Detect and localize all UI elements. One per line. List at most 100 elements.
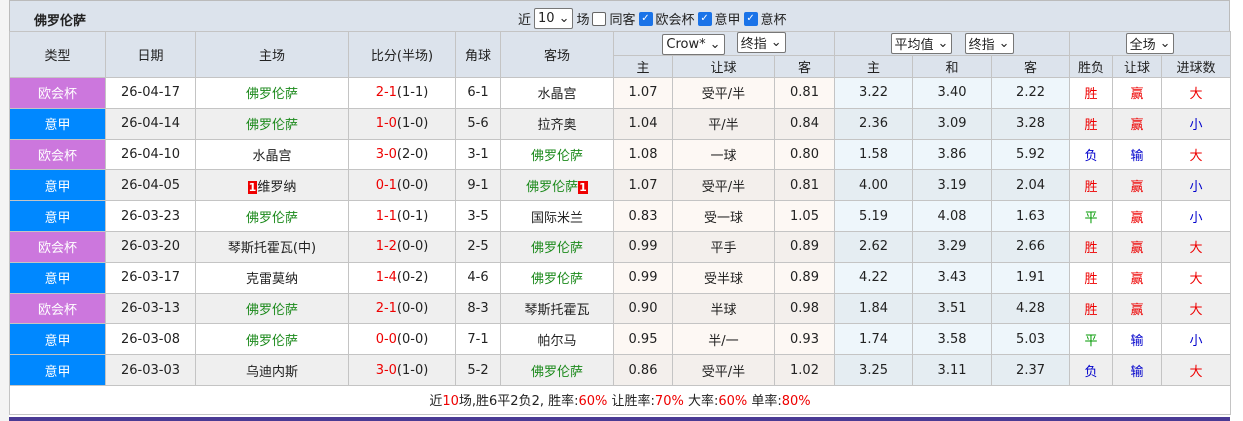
- euro-home-odds: 1.58: [834, 138, 914, 171]
- away-team[interactable]: 佛罗伦萨: [500, 138, 614, 171]
- full-time-score: 1-0: [375, 116, 397, 132]
- away-team[interactable]: 拉齐奥: [500, 107, 614, 140]
- match-row: 欧会杯 26-04-10 水晶宫 3-0(2-0) 3-1 佛罗伦萨 1.08 一球 0.80 1…: [9, 138, 1232, 171]
- euro-draw-odds: 3.51: [912, 292, 993, 325]
- away-team[interactable]: 佛罗伦萨1: [500, 169, 614, 202]
- match-type[interactable]: 意甲: [9, 323, 106, 356]
- euro-type-select[interactable]: 终指 ⌄: [964, 33, 1014, 54]
- match-type[interactable]: 欧会杯: [9, 77, 106, 109]
- recent-label: 近: [518, 13, 532, 28]
- filters: 近 10 ⌄ 场 同客 ✓ 欧会杯 ✓ 意甲 ✓ 意杯: [518, 8, 787, 29]
- handicap-line: 平/半: [672, 107, 775, 140]
- match-row: 意甲 26-03-08 佛罗伦萨 0-0(0-0) 7-1 帕尔马 0.95 半/一 0.93 1…: [9, 323, 1232, 356]
- average-select[interactable]: 平均值 ⌄: [890, 33, 953, 54]
- home-team[interactable]: 佛罗伦萨: [195, 77, 349, 109]
- handicap-result: 输: [1112, 354, 1163, 386]
- summary-part: 单率:: [747, 394, 782, 410]
- handicap-home-odds: 0.99: [613, 230, 673, 263]
- euro-away-odds: 2.04: [991, 169, 1071, 202]
- same-away-checkbox[interactable]: [592, 11, 607, 26]
- handicap-home-odds: 0.90: [613, 292, 673, 325]
- handicap-home-odds: 0.83: [613, 200, 673, 232]
- score[interactable]: 0-0(0-0): [348, 323, 456, 356]
- league-checkbox-europa-conference[interactable]: ✓: [638, 11, 653, 26]
- home-team[interactable]: 佛罗伦萨: [195, 200, 349, 232]
- league-checkbox-coppa-italia[interactable]: ✓: [743, 11, 758, 26]
- over-under-result: 大: [1161, 138, 1232, 171]
- handicap-home-odds: 1.08: [613, 138, 673, 171]
- away-team[interactable]: 帕尔马: [500, 323, 614, 356]
- score[interactable]: 0-1(0-0): [348, 169, 456, 202]
- match-row: 欧会杯 26-03-20 琴斯托霍瓦(中) 1-2(0-0) 2-5 佛罗伦萨 0.99 平手…: [9, 230, 1232, 263]
- home-team-name: 琴斯托霍瓦(中): [227, 241, 317, 257]
- score[interactable]: 3-0(2-0): [348, 138, 456, 171]
- match-row: 意甲 26-03-17 克雷莫纳 1-4(0-2) 4-6 佛罗伦萨 0.99 受半球 0.89…: [9, 261, 1232, 294]
- away-team-name: 佛罗伦萨: [530, 148, 583, 164]
- match-date: 26-04-10: [105, 138, 196, 171]
- score[interactable]: 1-4(0-2): [348, 261, 456, 294]
- away-team[interactable]: 琴斯托霍瓦: [500, 292, 614, 325]
- match-type[interactable]: 意甲: [9, 200, 106, 232]
- red-card-badge: 1: [578, 180, 588, 194]
- euro-home-odds: 3.22: [834, 77, 914, 109]
- euro-away-odds: 1.63: [991, 200, 1071, 232]
- league-label: 欧会杯: [655, 13, 695, 28]
- result-header: 全场 ⌄: [1069, 31, 1232, 56]
- home-team[interactable]: 佛罗伦萨: [195, 107, 349, 140]
- score[interactable]: 3-0(1-0): [348, 354, 456, 386]
- corners: 4-6: [455, 261, 501, 294]
- home-team[interactable]: 乌迪内斯: [195, 354, 349, 386]
- match-date: 26-03-03: [105, 354, 196, 386]
- corners: 5-2: [455, 354, 501, 386]
- score[interactable]: 2-1(0-0): [348, 292, 456, 325]
- sub-header: 和: [912, 55, 993, 78]
- score[interactable]: 1-1(0-1): [348, 200, 456, 232]
- handicap-result: 赢: [1112, 230, 1163, 263]
- score[interactable]: 1-0(1-0): [348, 107, 456, 140]
- match-type[interactable]: 意甲: [9, 169, 106, 202]
- handicap-away-odds: 0.84: [773, 107, 836, 140]
- league-label: 意甲: [714, 13, 741, 28]
- home-team[interactable]: 琴斯托霍瓦(中): [195, 230, 349, 263]
- euro-draw-odds: 3.86: [912, 138, 993, 171]
- home-team-name: 佛罗伦萨: [245, 87, 298, 103]
- match-type[interactable]: 意甲: [9, 261, 106, 294]
- match-type[interactable]: 意甲: [9, 107, 106, 140]
- full-time-score: 3-0: [375, 146, 397, 162]
- score[interactable]: 2-1(1-1): [348, 77, 456, 109]
- away-team[interactable]: 佛罗伦萨: [500, 354, 614, 386]
- panel-header: 佛罗伦萨 近 10 ⌄ 场 同客 ✓ 欧会杯 ✓ 意甲 ✓ 意杯: [9, 0, 1230, 31]
- summary-part: 60%: [578, 394, 608, 410]
- league-checkbox-serie-a[interactable]: ✓: [697, 11, 712, 26]
- euro-draw-odds: 3.43: [912, 261, 993, 294]
- euro-away-odds: 4.28: [991, 292, 1071, 325]
- match-type[interactable]: 欧会杯: [9, 138, 106, 171]
- full-time-score: 2-1: [375, 85, 397, 101]
- handicap-type-select[interactable]: 终指 ⌄: [736, 32, 786, 53]
- away-team[interactable]: 佛罗伦萨: [500, 261, 614, 294]
- half-time-score: (0-0): [396, 331, 429, 347]
- home-team[interactable]: 1维罗纳: [195, 169, 349, 202]
- home-team[interactable]: 佛罗伦萨: [195, 292, 349, 325]
- handicap-result: 输: [1112, 323, 1163, 356]
- company-select[interactable]: Crow* ⌄: [662, 34, 725, 55]
- away-team[interactable]: 水晶宫: [500, 77, 614, 109]
- euro-away-odds: 2.37: [991, 354, 1071, 386]
- match-result: 胜: [1069, 261, 1114, 294]
- handicap-header: Crow* ⌄ 终指 ⌄: [612, 31, 836, 56]
- period-select[interactable]: 全场 ⌄: [1125, 33, 1175, 54]
- away-team-name: 帕尔马: [537, 333, 577, 349]
- match-type[interactable]: 意甲: [9, 354, 106, 386]
- away-team[interactable]: 国际米兰: [500, 200, 614, 232]
- score[interactable]: 1-2(0-0): [348, 230, 456, 263]
- match-count-select[interactable]: 10 ⌄: [534, 8, 574, 29]
- match-type[interactable]: 欧会杯: [9, 230, 106, 263]
- home-team[interactable]: 水晶宫: [195, 138, 349, 171]
- away-team[interactable]: 佛罗伦萨: [500, 230, 614, 263]
- home-team[interactable]: 克雷莫纳: [195, 261, 349, 294]
- euro-draw-odds: 4.08: [912, 200, 993, 232]
- euro-draw-odds: 3.29: [912, 230, 993, 263]
- home-team[interactable]: 佛罗伦萨: [195, 323, 349, 356]
- away-team-name: 佛罗伦萨: [526, 179, 579, 195]
- match-type[interactable]: 欧会杯: [9, 292, 106, 325]
